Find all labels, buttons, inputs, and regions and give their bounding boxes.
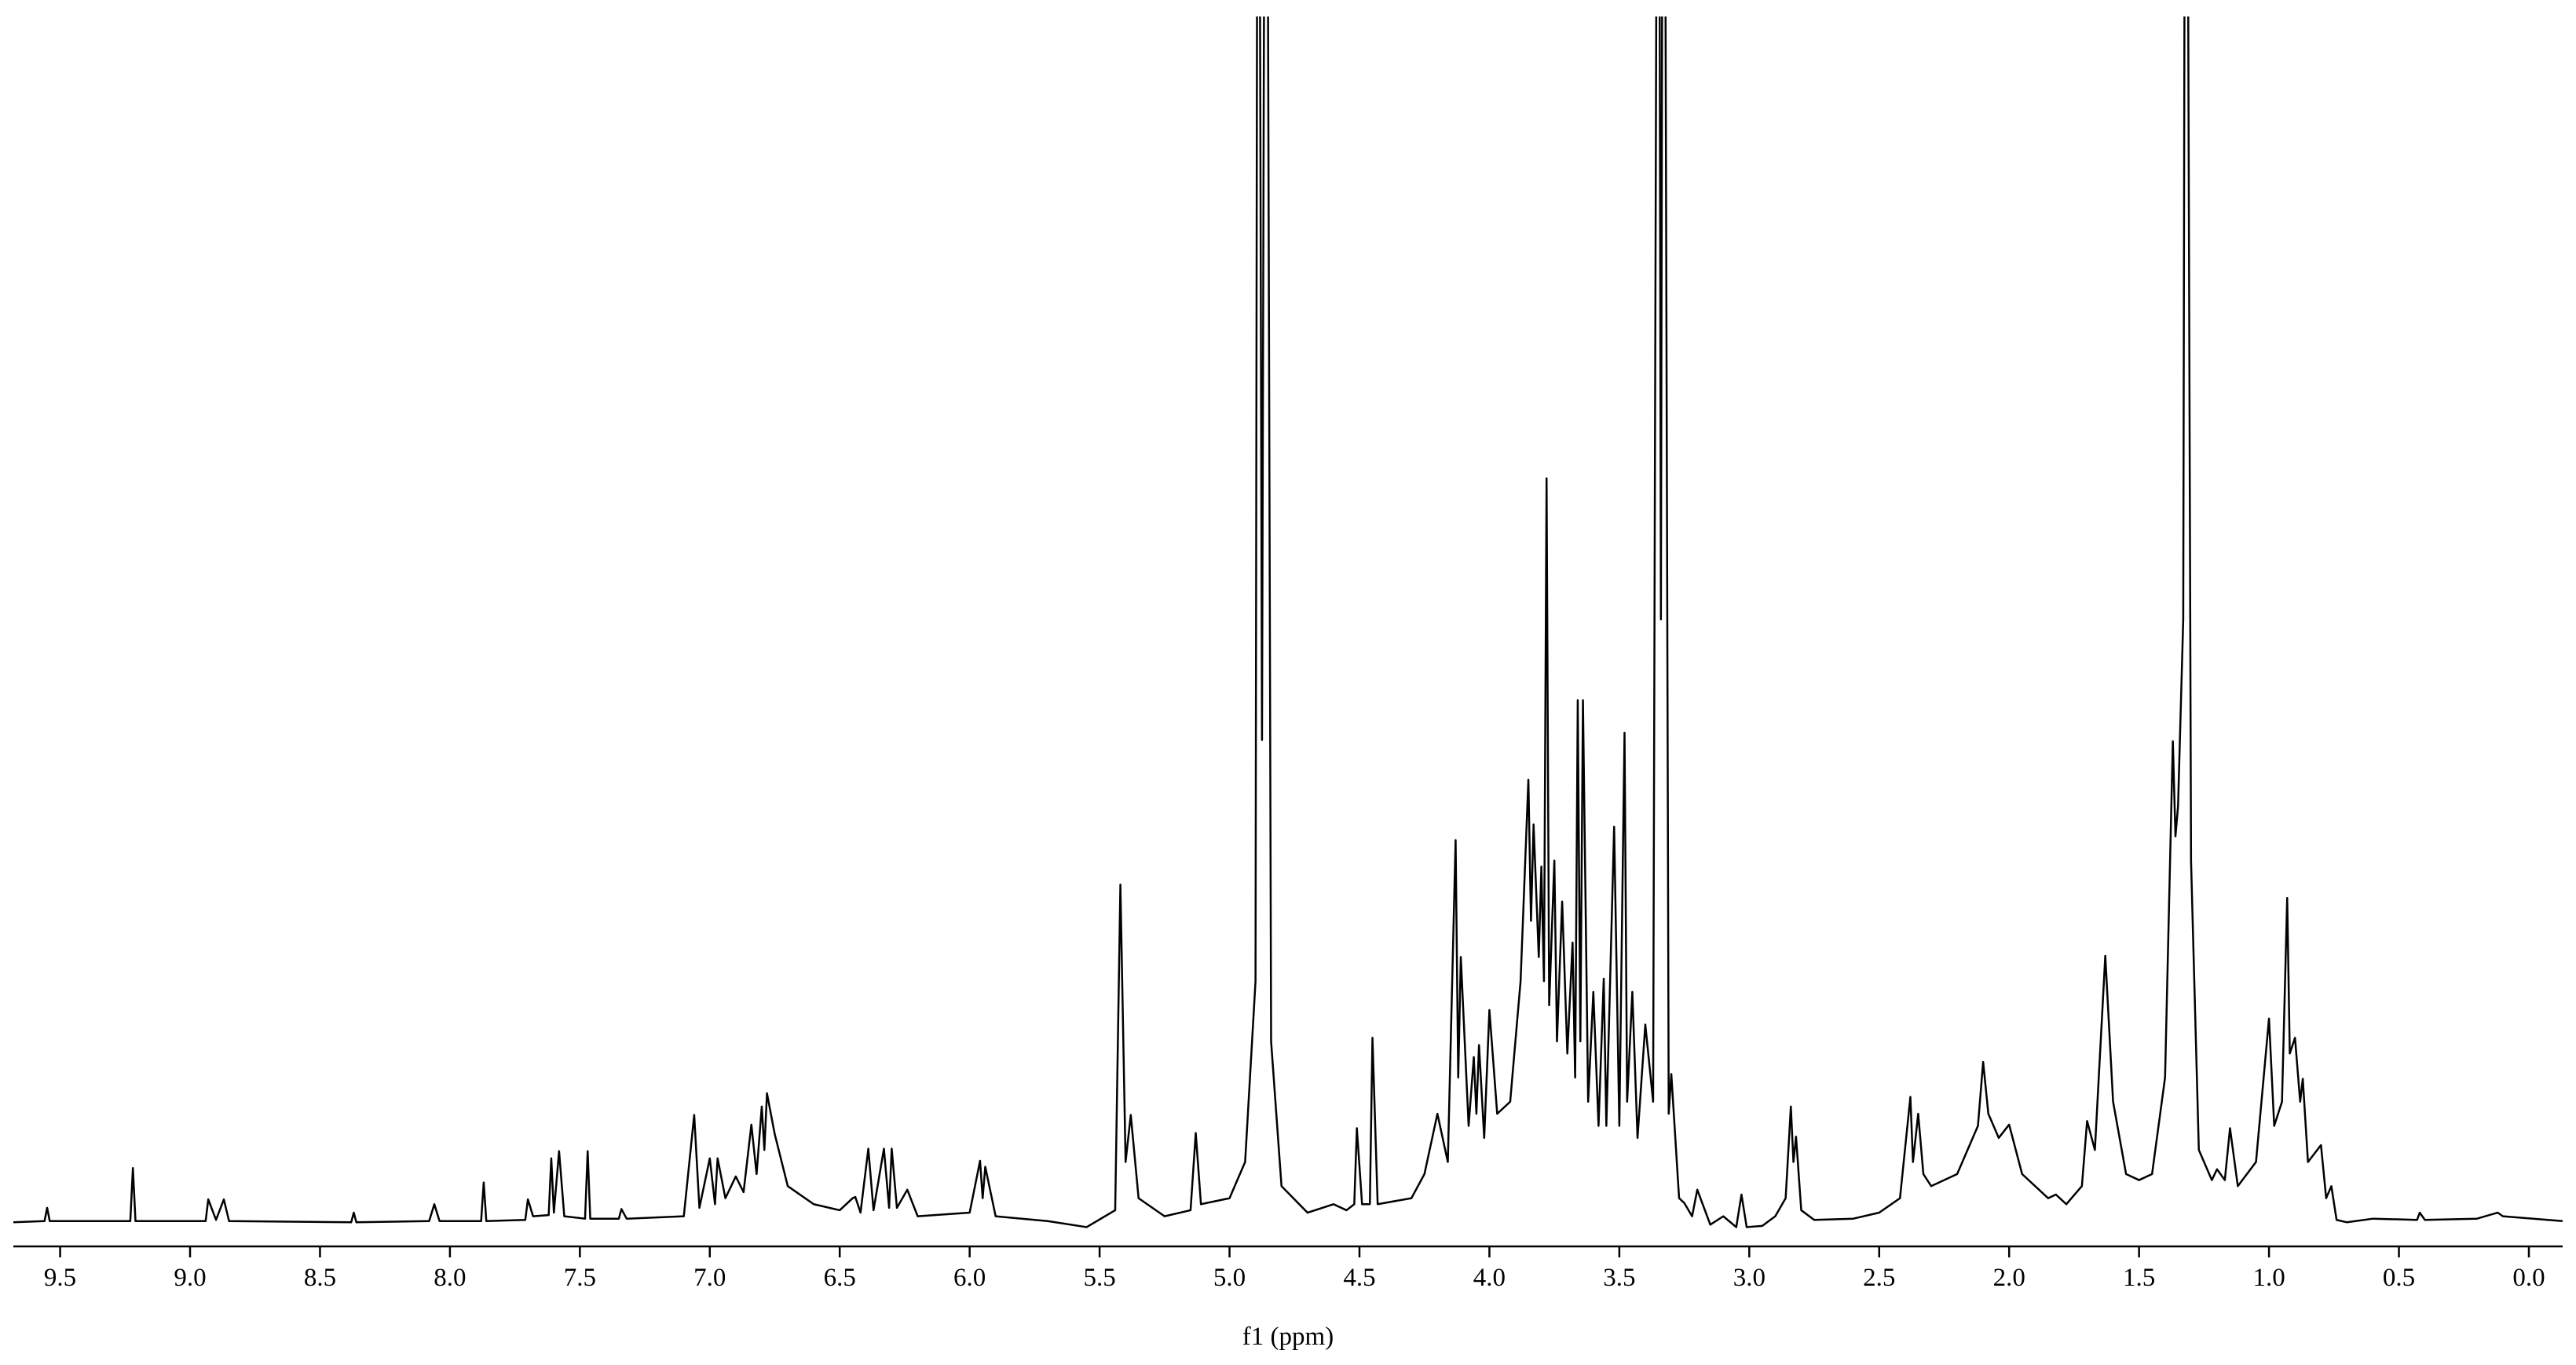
x-tick-label: 0.0 (2512, 1264, 2545, 1292)
x-tick-label: 6.5 (824, 1264, 856, 1292)
x-tick-label: 6.0 (953, 1264, 986, 1292)
x-tick-label: 8.0 (434, 1264, 466, 1292)
x-tick-label: 5.5 (1083, 1264, 1115, 1292)
x-tick-label: 4.5 (1343, 1264, 1375, 1292)
x-tick-label: 3.0 (1733, 1264, 1766, 1292)
x-tick-label: 8.5 (304, 1264, 336, 1292)
x-tick-label: 7.5 (564, 1264, 596, 1292)
x-tick-label: 1.0 (2252, 1264, 2285, 1292)
x-tick-label: 5.0 (1213, 1264, 1246, 1292)
spectrum-line (13, 16, 2563, 1228)
x-tick-label: 0.5 (2383, 1264, 2415, 1292)
x-tick-label: 2.0 (1993, 1264, 2025, 1292)
x-tick-label: 1.5 (2123, 1264, 2155, 1292)
x-tick-label: 2.5 (1863, 1264, 1895, 1292)
x-tick-label: 4.0 (1473, 1264, 1506, 1292)
x-tick-label: 9.5 (44, 1264, 76, 1292)
x-tick-label: 3.5 (1603, 1264, 1635, 1292)
x-axis-label: f1 (ppm) (1242, 1323, 1334, 1351)
x-tick-label: 7.0 (693, 1264, 726, 1292)
x-tick-label: 9.0 (174, 1264, 206, 1292)
